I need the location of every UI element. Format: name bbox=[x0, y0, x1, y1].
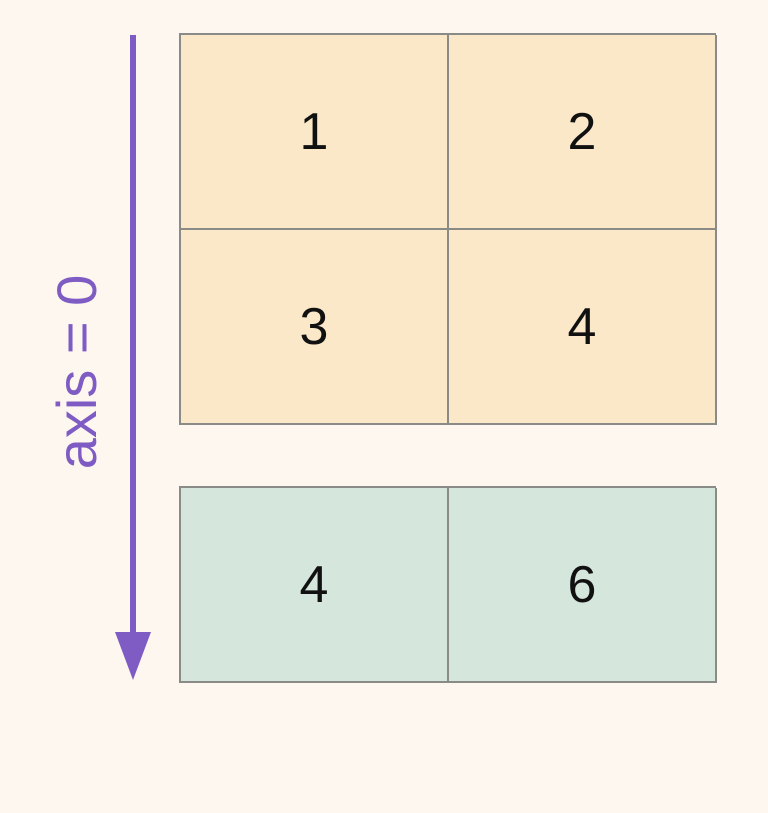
result-cell-c0: 4 bbox=[181, 488, 449, 683]
input-cell-r0-c1: 2 bbox=[449, 35, 717, 230]
input-cell-r1-c1: 4 bbox=[449, 230, 717, 425]
result-matrix: 4 6 bbox=[179, 486, 717, 683]
axis-label: axis = 0 bbox=[45, 274, 108, 470]
input-matrix: 1 2 3 4 bbox=[179, 33, 717, 425]
input-cell-r0-c0: 1 bbox=[181, 35, 449, 230]
input-cell-r1-c0: 3 bbox=[181, 230, 449, 425]
result-cell-c1: 6 bbox=[449, 488, 717, 683]
axis-arrow-head bbox=[115, 632, 151, 680]
